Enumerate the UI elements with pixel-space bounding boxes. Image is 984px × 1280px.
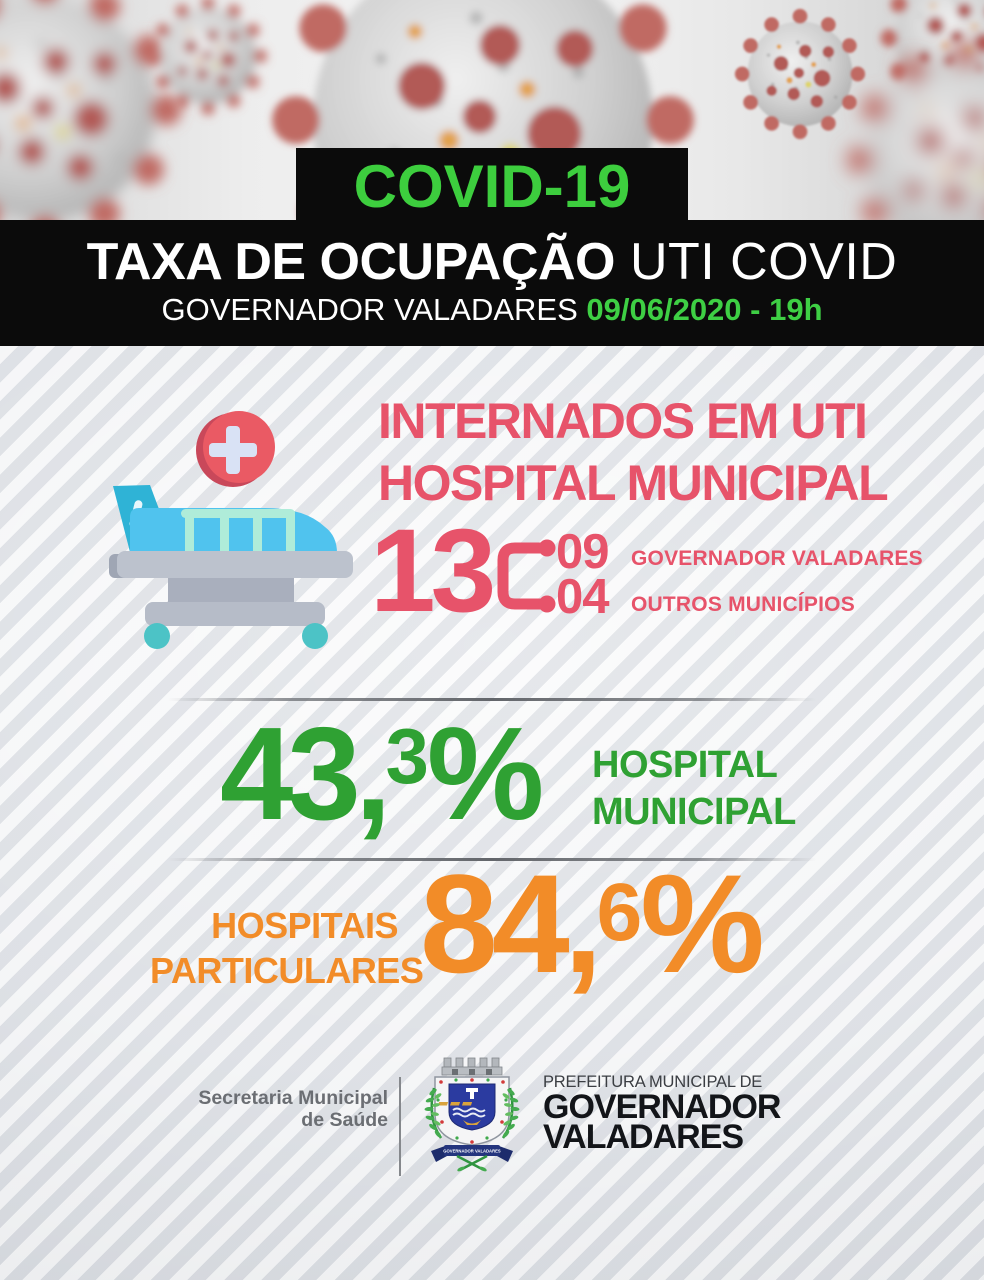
striped-background [0,346,984,1280]
medical-cross-icon [196,411,275,487]
private-rate-label: HOSPITAIS PARTICULARES [150,903,424,993]
crest-branch-right [501,1087,520,1139]
footer-divider-bar [399,1077,401,1176]
private-rate-value: 84,6% [420,854,765,994]
secretariat-line1: Secretaria Municipal [198,1087,388,1109]
covid-19-badge-text: COVID-19 [353,152,631,220]
prefecture-name-line2: VALADARES [543,1118,744,1156]
private-label-line1: HOSPITAIS [211,905,398,946]
municipal-rate-value: 43,3% [220,708,544,840]
section-divider-top [168,698,816,701]
icu-breakdown-value-gv: 09 [556,525,610,579]
poster-title-strong: TAXA DE OCUPAÇÃO [86,233,616,291]
private-rate-percent: % [640,845,765,1002]
crest-border-dots [436,1078,508,1144]
section-divider-bottom [168,858,816,861]
bracket-connector-icon [493,536,559,616]
crest-crown [441,1057,503,1076]
icu-title-line1: INTERNADOS EM UTI [378,393,868,449]
covid-19-badge: COVID-19 [296,148,688,224]
crest-ribbon: GOVERNADOR VALADARES [431,1145,513,1162]
icu-breakdown-label-others: OUTROS MUNICÍPIOS [631,593,855,616]
municipal-label-line2: MUNICIPAL [592,791,796,833]
icu-title-line2: HOSPITAL MUNICIPAL [378,455,889,511]
title-band: TAXA DE OCUPAÇÃO UTI COVID GOVERNADOR VA… [0,220,984,346]
municipal-rate-label: HOSPITAL MUNICIPAL [592,742,796,836]
prefecture-name-line1: GOVERNADOR [543,1088,781,1126]
crest-charges [437,1088,486,1125]
crest-branch-left [424,1087,443,1139]
crest-inner-shield [448,1083,496,1131]
municipal-rate-dec: 3 [385,712,429,800]
city-coat-of-arms-icon: GOVERNADOR VALADARES [419,1050,525,1174]
private-rate-dec: 6 [596,867,643,958]
icu-total-value: 13 [370,505,496,637]
municipal-rate-int: 43, [220,700,391,847]
municipal-label-line1: HOSPITAL [592,744,778,786]
prefecture-logo-text: PREFEITURA MUNICIPAL DE GOVERNADOR VALAD… [543,1072,843,1156]
health-secretariat-label: Secretaria Municipal de Saúde [140,1087,388,1131]
crest-stems [456,1154,488,1172]
subtitle-city: GOVERNADOR VALADARES [161,292,587,327]
poster-title-light: UTI COVID [615,233,898,291]
private-label-line2: PARTICULARES [150,950,424,991]
bed-graphic [109,485,353,649]
icu-breakdown-label-gv: GOVERNADOR VALADARES [631,547,923,570]
municipal-rate-percent: % [426,700,544,847]
subtitle-datetime: 09/06/2020 - 19h [586,292,823,327]
icu-section-title: INTERNADOS EM UTI HOSPITAL MUNICIPAL [378,390,938,514]
crest-ribbon-text: GOVERNADOR VALADARES [443,1149,501,1154]
poster-subtitle: GOVERNADOR VALADARES 09/06/2020 - 19h [161,290,822,330]
poster-title: TAXA DE OCUPAÇÃO UTI COVID [87,234,898,290]
private-rate-int: 84, [420,845,603,1002]
prefecture-intro: PREFEITURA MUNICIPAL DE [543,1073,763,1091]
secretariat-line2: de Saúde [301,1109,388,1131]
hospital-bed-icon [105,405,355,650]
icu-breakdown-value-others: 04 [556,570,610,624]
